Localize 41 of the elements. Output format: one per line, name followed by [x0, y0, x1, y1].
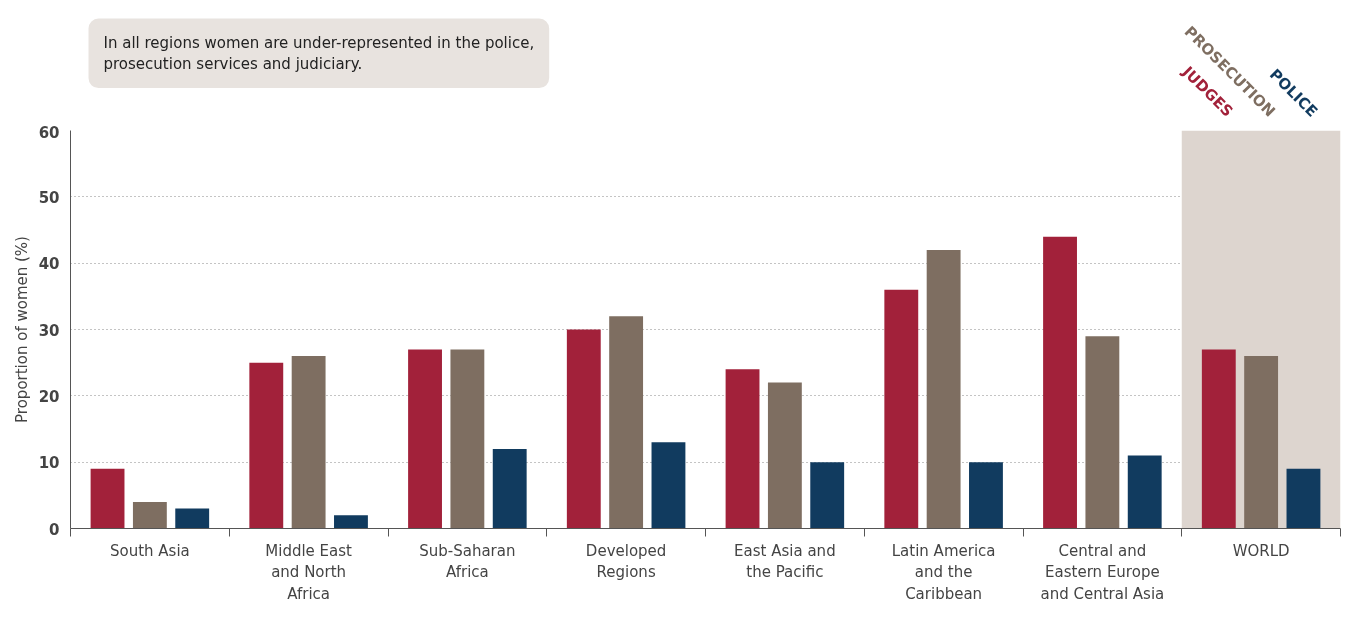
x-tick-label: East Asia and the Pacific: [734, 541, 836, 582]
x-tick-label: Latin America and the Caribbean: [891, 541, 996, 603]
bar: [1201, 349, 1236, 529]
x-tick-label: Middle East and North Africa: [265, 541, 353, 603]
bar: [90, 468, 125, 529]
bar: [651, 442, 686, 529]
bar: [1244, 356, 1279, 529]
y-tick-label: 0: [49, 520, 60, 539]
bar: [1286, 468, 1321, 529]
y-tick-label: 40: [38, 255, 60, 274]
bar: [408, 349, 442, 529]
bar: [566, 329, 601, 529]
bar: [926, 249, 961, 529]
bar: [249, 362, 284, 529]
y-tick-label: 60: [38, 123, 60, 142]
y-axis-title: Proportion of women (%): [12, 236, 31, 423]
bar: [291, 356, 326, 529]
bar: [810, 462, 845, 529]
bar: [969, 462, 1003, 529]
bar: [609, 316, 644, 529]
y-tick-label: 20: [38, 387, 60, 406]
y-tick-label: 30: [38, 321, 60, 340]
y-tick-label: 10: [38, 454, 60, 473]
bar: [492, 448, 527, 529]
x-tick-label: Developed Regions: [585, 541, 667, 582]
bar: [450, 349, 485, 529]
bar: [725, 369, 760, 529]
x-tick-label: Central and Eastern Europe and Central Asia: [1040, 541, 1165, 603]
chart-title: In all regions women are under-represented in the police, prosecution services and judiciary.: [103, 33, 535, 74]
y-tick-label: 50: [38, 188, 60, 207]
x-tick-label: WORLD: [1232, 541, 1290, 560]
bar: [1127, 455, 1162, 529]
bar: [132, 501, 167, 529]
bar: [334, 515, 368, 529]
bar: [1043, 236, 1077, 529]
x-tick-label: South Asia: [109, 541, 190, 560]
bar: [884, 289, 919, 529]
bar: [767, 382, 802, 529]
x-tick-label: Sub-Saharan Africa: [419, 541, 516, 582]
bar: [1085, 336, 1120, 529]
bar: [175, 508, 210, 529]
